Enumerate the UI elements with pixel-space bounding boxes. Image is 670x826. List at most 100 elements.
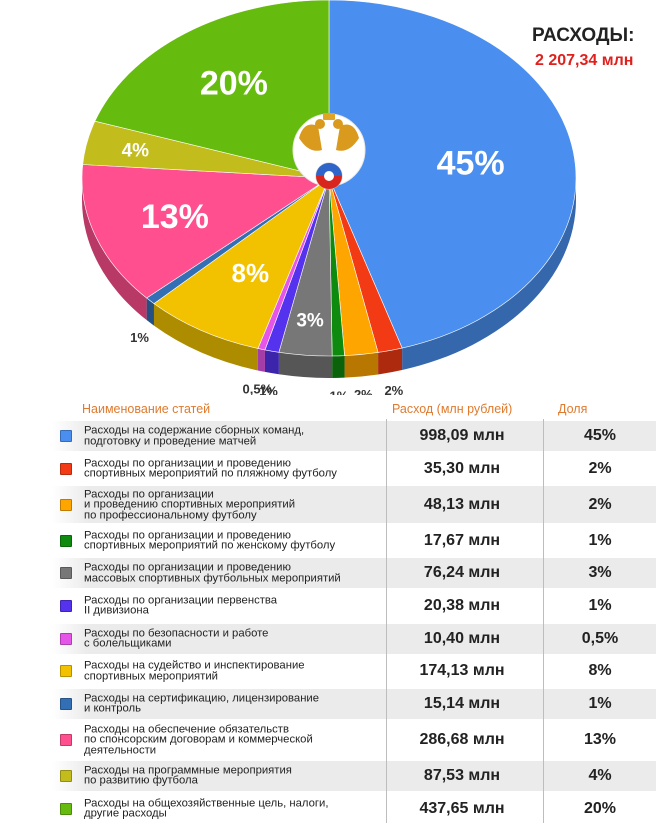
expenses-table: Наименование статей Расход (млн рублей) … — [52, 397, 656, 826]
pie-slice-side — [82, 178, 147, 321]
pie-slice-side — [278, 352, 333, 378]
row-amount: 998,09 млн — [419, 427, 505, 444]
row-name: Расходы по организации и проведению спор… — [84, 487, 296, 521]
table-row: Расходы на общехозяйственные цель, налог… — [52, 793, 656, 824]
pie-chart: 45%3%8%13%4%20% 2%2%1%1%0,5%1% — [81, 0, 577, 395]
pie-slice-label: 2% — [354, 387, 373, 395]
legend-swatch — [60, 665, 72, 678]
pie-slice-side — [344, 352, 379, 378]
pie-slice-label: 8% — [232, 258, 270, 288]
total-expenses-label: РАСХОДЫ: — [532, 25, 635, 46]
pie-slices — [81, 0, 577, 357]
pie-inner-labels: 45% 3% 8% 13% 4% 20% — [122, 64, 505, 331]
pie-slice-label: 1% — [330, 389, 349, 395]
pie-slice-side — [378, 348, 403, 375]
total-expenses-value: 2 207,34 млн — [535, 52, 634, 69]
legend-swatch — [60, 462, 72, 475]
row-amount: 87,53 млн — [423, 766, 501, 784]
pie-outer-labels: 2%2%1%1%0,5%1% — [130, 330, 404, 395]
pie-slice-label: 1% — [259, 384, 278, 395]
legend-swatch — [60, 632, 72, 645]
row-share: 13% — [583, 730, 617, 748]
row-name: Расходы по организации первенства II див… — [84, 594, 278, 617]
column-divider — [543, 419, 544, 823]
table-row: Расходы на обеспечение обязательств по с… — [52, 721, 656, 759]
pie-slice — [328, 0, 577, 349]
pie-slice — [94, 0, 330, 179]
table-row: Расходы по организации и проведению спор… — [52, 486, 656, 524]
pie-slice-side — [257, 348, 265, 372]
pie-slice-label: 0,5% — [243, 381, 273, 395]
row-name: Расходы по организации и проведению масс… — [84, 561, 341, 585]
column-header-share: Доля — [558, 402, 588, 416]
row-amount: 437,65 млн — [419, 799, 505, 817]
row-amount: 35,30 млн — [423, 459, 501, 477]
row-name: Расходы по организации и проведению спор… — [84, 529, 336, 552]
row-share: 2% — [588, 495, 612, 513]
pie-slice-label: 1% — [130, 330, 149, 345]
row-amount: 76,24 млн — [423, 564, 501, 582]
row-amount: 10,40 млн — [423, 629, 501, 647]
legend-swatch — [60, 498, 72, 511]
column-divider — [386, 419, 387, 823]
row-name: Расходы по организации и проведению спор… — [84, 457, 337, 480]
row-share: 1% — [588, 694, 612, 712]
row-name: Расходы на содержание сборных команд, по… — [84, 424, 305, 447]
row-share: 1% — [588, 531, 612, 549]
row-share: 1% — [588, 596, 612, 614]
table-row: Расходы по организации и проведению спор… — [52, 525, 656, 556]
table-row: Расходы по организации и проведению спор… — [52, 453, 656, 484]
pie-slice-side — [402, 178, 576, 371]
row-share: 2% — [588, 459, 612, 477]
table-body: Расходы на содержание сборных команд, по… — [52, 421, 656, 824]
table-row: Расходы на содержание сборных команд, по… — [52, 421, 656, 451]
pie-slice — [81, 164, 330, 299]
legend-swatch — [60, 534, 72, 547]
pie-slice — [153, 177, 330, 349]
table-row: Расходы на судейство и инспектирование с… — [52, 656, 656, 687]
pie-slice-label: 45% — [437, 144, 505, 182]
row-share: 0,5% — [581, 629, 619, 647]
row-name: Расходы на общехозяйственные цель, налог… — [84, 797, 329, 820]
table-row: Расходы по безопасности и работе с болел… — [52, 623, 656, 654]
row-amount: 48,13 млн — [423, 495, 501, 513]
table-row: Расходы на сертификацию, лицензирование … — [52, 688, 656, 719]
legend-swatch — [60, 599, 72, 612]
pie-slice-label: 20% — [200, 64, 268, 102]
row-share: 45% — [583, 427, 617, 444]
row-amount: 174,13 млн — [419, 662, 505, 680]
row-name: Расходы на обеспечение обязательств по с… — [84, 723, 313, 757]
row-name: Расходы на программные мероприятия по ра… — [84, 764, 292, 787]
row-share: 20% — [583, 799, 617, 817]
pie-slice-label: 4% — [122, 140, 150, 161]
column-header-amount: Расход (млн рублей) — [392, 402, 513, 416]
table-header: Наименование статей Расход (млн рублей) … — [52, 397, 656, 421]
pie-slice-side — [332, 355, 345, 378]
legend-swatch — [60, 697, 72, 710]
table-row: Расходы на программные мероприятия по ра… — [52, 760, 656, 791]
row-amount: 15,14 млн — [423, 694, 501, 712]
legend-swatch — [60, 769, 72, 782]
legend-swatch — [60, 567, 72, 580]
legend-swatch — [60, 430, 72, 442]
row-amount: 17,67 млн — [423, 531, 501, 549]
row-share: 3% — [588, 564, 612, 582]
table-row: Расходы по организации и проведению масс… — [52, 558, 656, 589]
pie-slice-side — [146, 298, 154, 326]
pie-slice-label: 2% — [384, 383, 403, 395]
pie-slice-label: 13% — [141, 198, 209, 236]
table-row: Расходы по организации первенства II див… — [52, 590, 656, 621]
row-amount: 20,38 млн — [423, 596, 501, 614]
row-name: Расходы по безопасности и работе с болел… — [84, 627, 269, 650]
pie-slice-label: 3% — [296, 310, 324, 331]
pie-slice-side — [264, 349, 279, 375]
column-header-name: Наименование статей — [82, 402, 211, 416]
legend-swatch — [60, 802, 72, 815]
row-name: Расходы на сертификацию, лицензирование … — [84, 692, 320, 715]
row-name: Расходы на судейство и инспектирование с… — [84, 659, 305, 683]
row-share: 8% — [588, 662, 612, 680]
row-amount: 286,68 млн — [419, 730, 505, 748]
legend-swatch — [60, 733, 72, 746]
emblem-logo — [292, 113, 366, 190]
row-share: 4% — [588, 766, 612, 784]
